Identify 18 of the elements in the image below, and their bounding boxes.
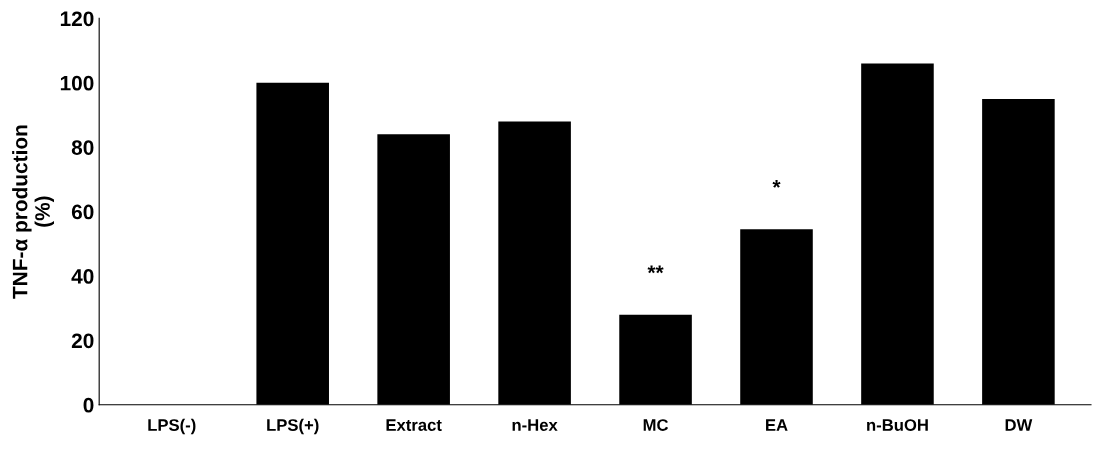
x-tick-label: EA — [766, 419, 788, 431]
x-tick-label: Extract — [386, 419, 442, 431]
y-tick-label: 80 — [71, 140, 94, 155]
annotation: * — [772, 180, 781, 188]
x-tick-label: MC — [643, 419, 669, 431]
y-tick-label: 100 — [60, 75, 94, 91]
x-tick-label: n-BuOH — [867, 419, 928, 431]
y-tick-label: 40 — [71, 269, 94, 284]
y-tick-label: 20 — [71, 333, 94, 349]
x-tick-label: n-Hex — [512, 419, 558, 431]
x-tick-label: DW — [1005, 419, 1033, 431]
y-tick-label: 0 — [83, 397, 94, 413]
y-tick-label: 120 — [60, 11, 94, 27]
x-tick-label: LPS(-) — [148, 418, 196, 435]
y-axis-title: TNF-α production (%) — [12, 125, 55, 299]
y-tick-label: 60 — [71, 204, 94, 220]
annotation: ** — [647, 265, 664, 274]
x-tick-label: LPS(+) — [267, 418, 319, 435]
